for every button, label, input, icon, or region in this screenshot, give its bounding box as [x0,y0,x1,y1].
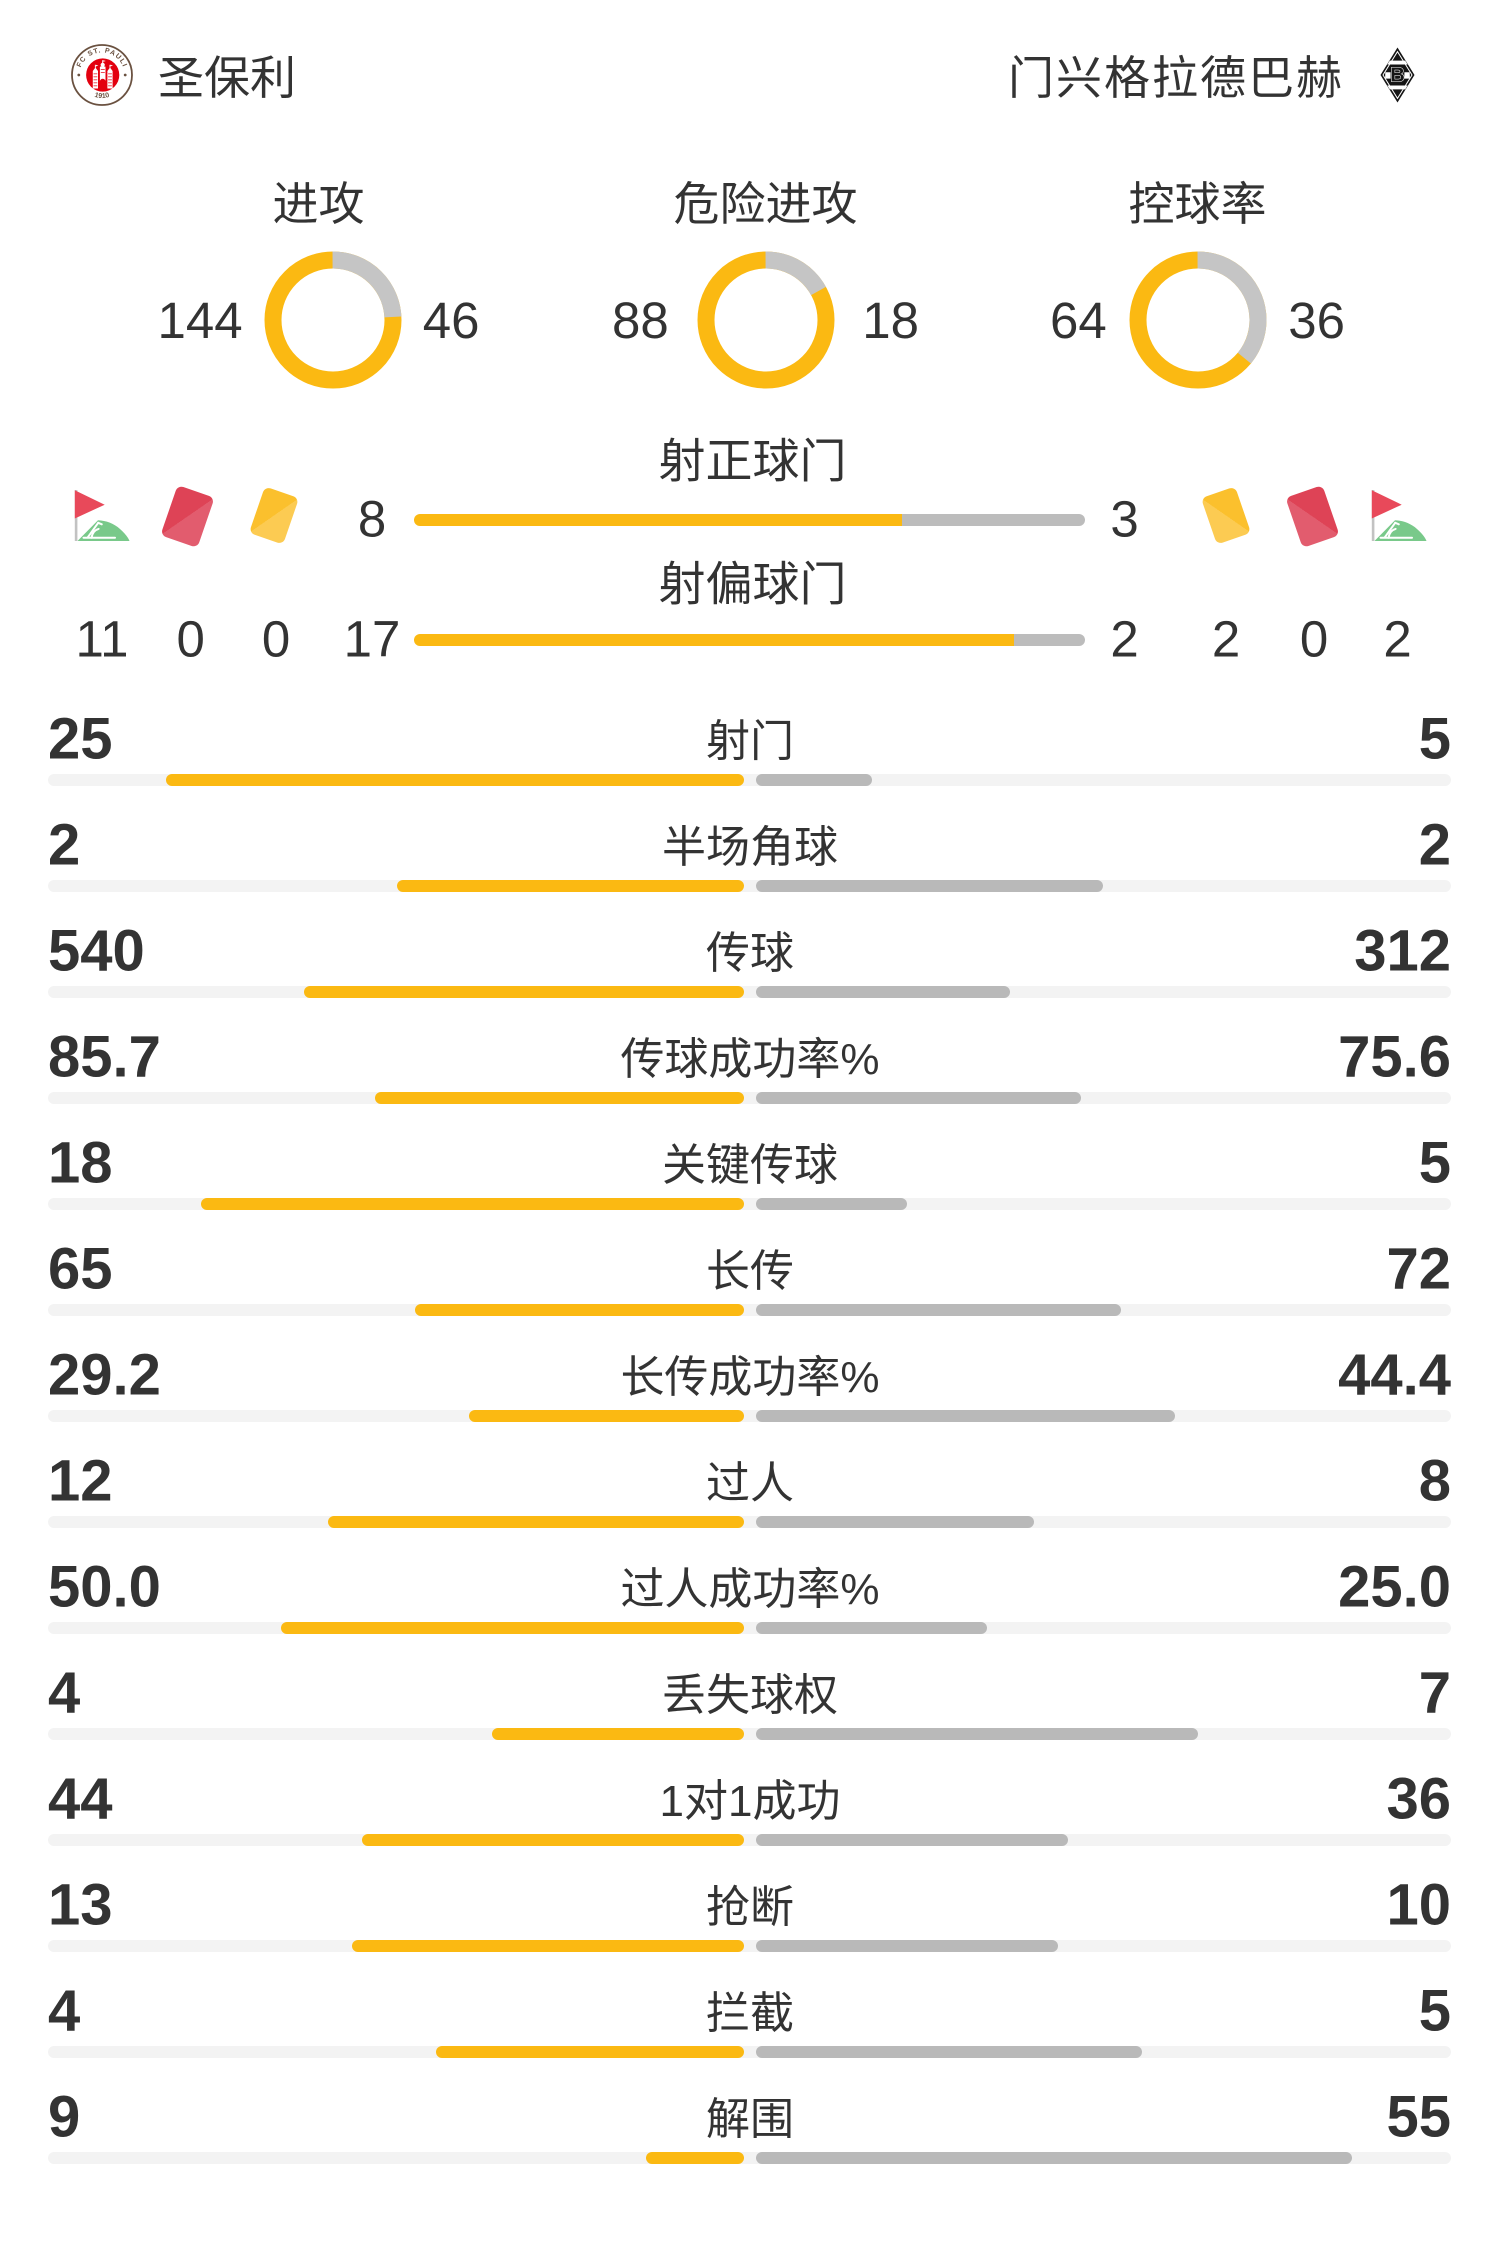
svg-text:B: B [1390,65,1404,87]
svg-text:1910: 1910 [94,92,111,100]
